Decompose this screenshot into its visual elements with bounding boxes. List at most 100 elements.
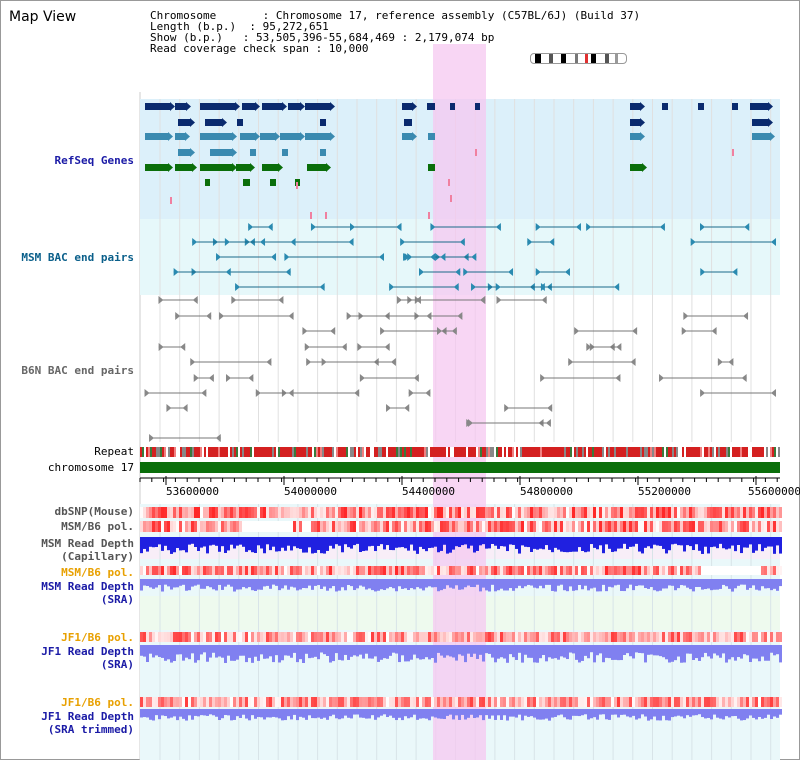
jf1-b6-pol-label: JF1/B6 pol. [61, 631, 134, 644]
map-view-title: Map View [9, 9, 77, 25]
depth-bar [269, 537, 272, 551]
depth-bar [284, 579, 287, 586]
heat-cell [548, 632, 551, 642]
repeat-segment [446, 447, 448, 457]
bac-end-marker [192, 296, 198, 304]
heat-cell [491, 521, 494, 532]
heat-cell [716, 521, 719, 532]
repeat-segment [518, 447, 520, 457]
depth-bar [521, 579, 524, 589]
heat-cell [440, 521, 443, 532]
bac-end-marker [480, 296, 486, 304]
depth-bar [704, 537, 707, 547]
depth-bar [191, 579, 194, 587]
heat-cell [662, 566, 665, 575]
depth-bar [317, 537, 320, 551]
heat-cell [284, 632, 287, 642]
depth-bar [164, 645, 167, 661]
heat-cell [242, 507, 245, 518]
chromosome-ideogram[interactable] [530, 53, 627, 64]
depth-bar [293, 579, 296, 588]
depth-bar [257, 537, 260, 546]
depth-bar [776, 579, 779, 591]
depth-bar [734, 537, 737, 552]
depth-bar [173, 537, 176, 553]
depth-bar [530, 537, 533, 552]
msm-bac-label[interactable]: MSM BAC end pairs [21, 251, 134, 264]
heat-cell [536, 521, 539, 532]
depth-bar [197, 579, 200, 585]
depth-bar [260, 537, 263, 549]
depth-bar [587, 709, 590, 720]
depth-bar [491, 537, 494, 544]
depth-bar [176, 709, 179, 721]
depth-bar [530, 645, 533, 658]
heat-cell [461, 507, 464, 518]
depth-bar [479, 579, 482, 592]
heat-cell [242, 566, 245, 575]
heat-cell [395, 566, 398, 575]
b6n-bac-label[interactable]: B6N BAC end pairs [21, 364, 134, 377]
heat-cell [656, 521, 659, 532]
heat-cell [398, 566, 401, 575]
heat-cell [497, 632, 500, 642]
depth-bar [491, 579, 494, 585]
depth-bar [551, 537, 554, 553]
depth-bar [161, 579, 164, 592]
repeat-segment [226, 447, 228, 457]
heat-cell [338, 521, 341, 532]
depth-bar [542, 579, 545, 589]
heat-cell [737, 566, 740, 575]
heat-cell [692, 507, 695, 518]
repeat-segment [450, 447, 452, 457]
gene-feature [210, 149, 232, 156]
depth-bar [221, 579, 224, 590]
heat-cell [542, 521, 545, 532]
depth-bar [215, 537, 218, 546]
gene-feature [732, 149, 734, 156]
heat-cell [191, 697, 194, 707]
depth-bar [290, 579, 293, 587]
heat-cell [701, 521, 704, 532]
heat-cell [626, 507, 629, 518]
depth-bar [587, 645, 590, 659]
depth-bar [161, 537, 164, 551]
depth-bar [614, 645, 617, 660]
gene-feature [428, 164, 435, 171]
heat-cell [698, 697, 701, 707]
heat-cell [179, 507, 182, 518]
depth-bar [209, 579, 212, 588]
depth-bar [359, 579, 362, 586]
depth-bar [239, 645, 242, 656]
depth-bar [566, 537, 569, 553]
depth-bar [488, 645, 491, 654]
heat-cell [476, 507, 479, 518]
depth-bar [299, 645, 302, 660]
heat-cell [575, 507, 578, 518]
heat-cell [191, 632, 194, 642]
heat-cell [533, 566, 536, 575]
heat-cell [353, 566, 356, 575]
depth-bar [680, 709, 683, 717]
depth-bar [299, 537, 302, 549]
refseq-genes-label[interactable]: RefSeq Genes [54, 154, 134, 167]
heat-cell [467, 632, 470, 642]
repeat-segment [274, 447, 276, 457]
heat-cell [140, 697, 143, 707]
heat-cell [485, 632, 488, 642]
repeat-segment [284, 447, 286, 457]
depth-bar [449, 645, 452, 657]
depth-bar [227, 709, 230, 716]
depth-bar [449, 537, 452, 553]
heat-cell [716, 507, 719, 518]
heat-cell [548, 566, 551, 575]
heat-cell [389, 566, 392, 575]
depth-bar [296, 579, 299, 591]
depth-bar [617, 645, 620, 661]
heat-cell [182, 697, 185, 707]
heat-cell [551, 507, 554, 518]
heat-cell [584, 521, 587, 532]
heat-cell [314, 521, 317, 532]
heat-cell [419, 566, 422, 575]
